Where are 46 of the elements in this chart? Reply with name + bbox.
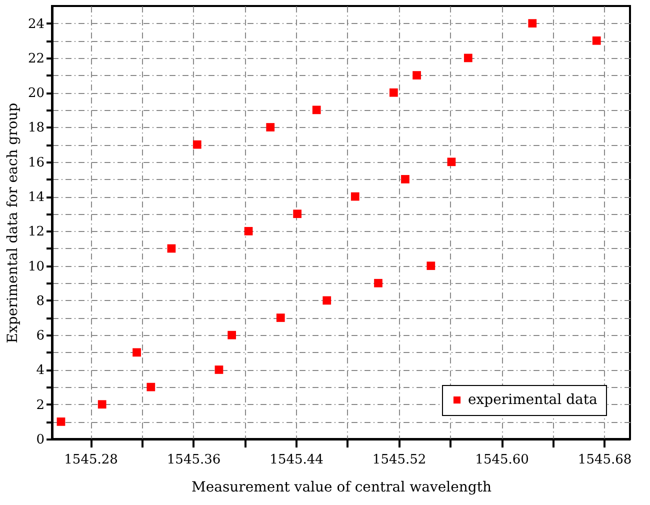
point [276,314,285,322]
x-tick-label: 1545.36 [166,452,221,468]
point [312,106,321,114]
point [464,54,472,62]
y-tick-label: 24 [28,16,44,32]
point [167,244,176,253]
x-tick-label: 1545.68 [578,452,632,468]
point [322,296,332,305]
point [244,226,253,236]
point [401,175,410,184]
x-tick-label: 1545.52 [372,452,426,468]
y-tick-label: 14 [28,190,44,206]
y-tick-label: 20 [28,86,44,102]
point [528,19,537,28]
x-tick-label: 1545.60 [475,452,529,468]
point [426,262,436,270]
y-tick-label: 0 [36,432,44,448]
point [389,88,398,97]
point [412,71,421,80]
point [374,278,382,288]
point [350,192,360,201]
y-tick-label: 10 [28,259,44,274]
x-tick-label: 1545.44 [270,452,324,468]
y-axis-title: Experimental data for each group [4,102,21,344]
y-tick-label: 2 [36,398,44,413]
y-tick-label: 22 [28,51,44,66]
x-tick-label: 1545.28 [64,452,118,468]
x-axis-title: Measurement value of central wavelength [192,480,492,496]
point [132,348,141,357]
point [214,366,224,374]
point [447,158,456,166]
point [192,140,202,149]
y-tick-label: 8 [36,294,44,309]
point [56,417,66,426]
point [266,123,275,132]
point [228,330,236,340]
point [592,36,601,45]
point [146,382,156,392]
y-tick-label: 6 [36,328,44,344]
point [98,400,106,409]
y-tick-label: 16 [28,155,44,170]
point [293,210,302,218]
y-tick-label: 12 [28,224,44,240]
legend-label: experimental data [468,392,598,408]
y-tick-label: 18 [28,120,44,136]
y-tick-label: 4 [36,363,44,378]
